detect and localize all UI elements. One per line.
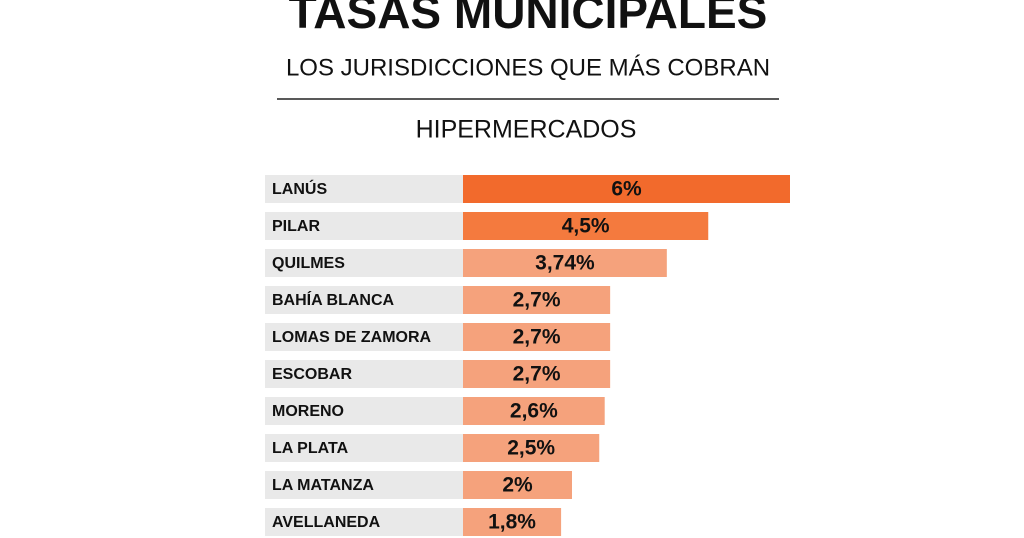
category-label: AVELLANEDA [272, 514, 381, 531]
chart-title: TASAS MUNICIPALES [289, 0, 768, 38]
category-label: MORENO [272, 403, 344, 420]
category-label: QUILMES [272, 255, 345, 272]
bar [463, 212, 709, 240]
value-label: 2,7% [513, 363, 561, 386]
bar [463, 323, 611, 351]
value-label: 3,74% [535, 252, 595, 275]
category-label: BAHÍA BLANCA [272, 290, 395, 309]
section-title: HIPERMERCADOS [416, 116, 637, 144]
value-label: 4,5% [562, 215, 610, 238]
category-label: ESCOBAR [272, 366, 352, 383]
bar [463, 397, 605, 425]
label-background [265, 397, 463, 425]
label-background [265, 249, 463, 277]
bar [463, 175, 790, 203]
bar [463, 434, 600, 462]
bar [463, 360, 611, 388]
label-background [265, 360, 463, 388]
category-label: PILAR [272, 218, 320, 235]
bar [463, 471, 572, 499]
value-label: 2,5% [507, 437, 555, 460]
value-label: 6% [611, 178, 642, 201]
value-label: 2,7% [513, 289, 561, 312]
value-label: 2,6% [510, 400, 558, 423]
chart-subtitle: LOS JURISDICCIONES QUE MÁS COBRAN [286, 54, 770, 81]
label-background [265, 471, 463, 499]
bar [463, 286, 611, 314]
label-background [265, 323, 463, 351]
label-background [265, 434, 463, 462]
value-label: 1,8% [488, 511, 536, 534]
category-label: LA PLATA [272, 440, 349, 457]
category-label: LOMAS DE ZAMORA [272, 329, 432, 346]
label-background [265, 508, 463, 536]
label-background [265, 175, 463, 203]
value-label: 2,7% [513, 326, 561, 349]
value-label: 2% [502, 474, 533, 497]
bar [463, 249, 667, 277]
bar [463, 508, 562, 536]
category-label: LANÚS [272, 179, 327, 198]
label-background [265, 286, 463, 314]
label-background [265, 212, 463, 240]
category-label: LA MATANZA [272, 477, 374, 494]
